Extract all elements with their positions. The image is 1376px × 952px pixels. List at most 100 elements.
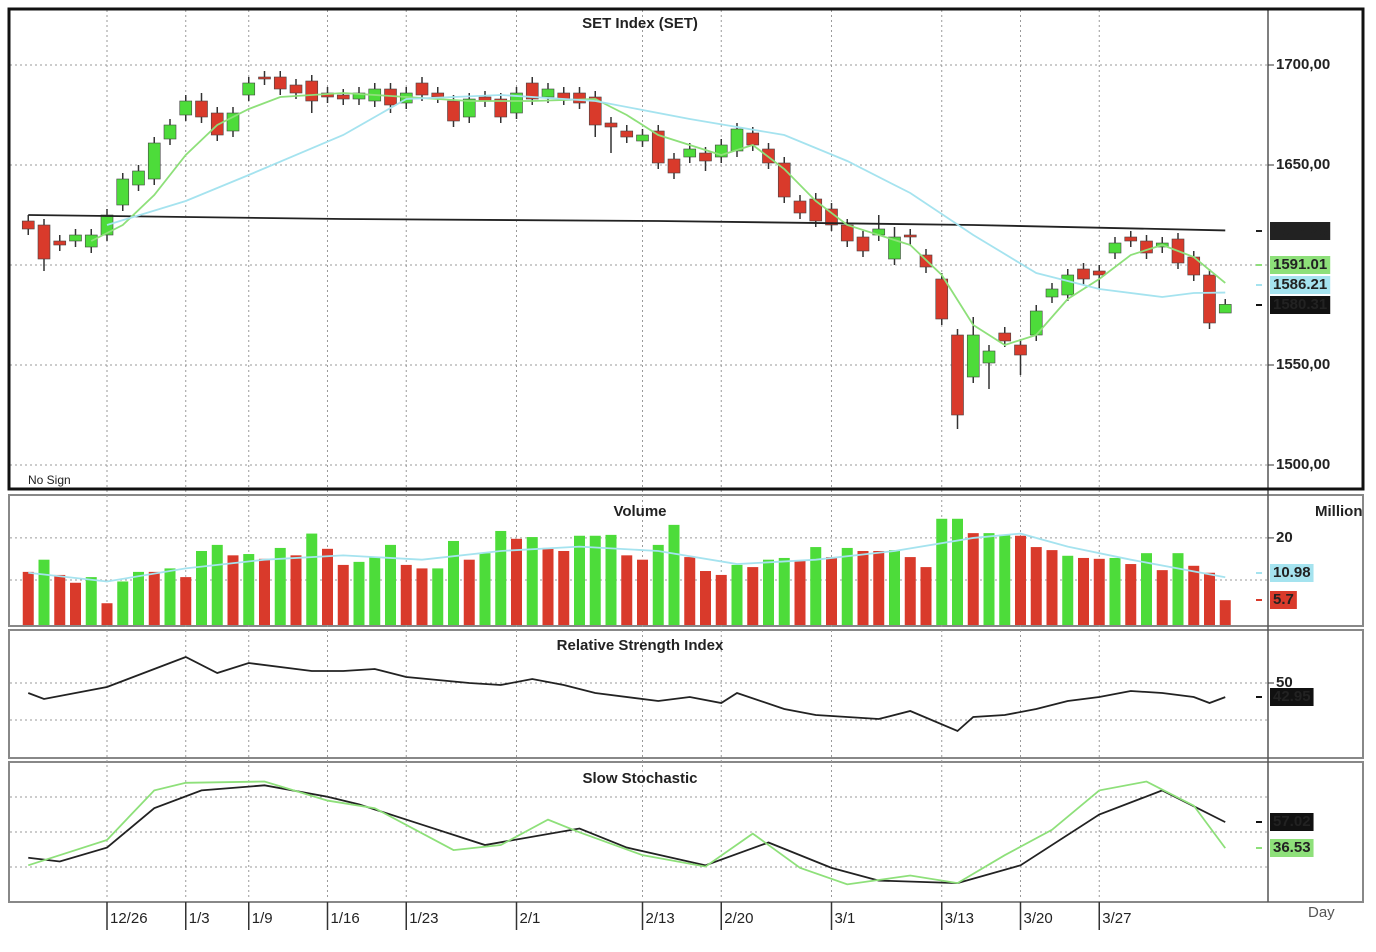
volume-bar	[85, 577, 97, 625]
value-badge: 10.98	[1273, 564, 1311, 581]
candle-body	[604, 122, 618, 128]
y-tick-label: 1550,00	[1276, 356, 1330, 373]
volume-bar	[1078, 557, 1089, 625]
candle-body	[1203, 274, 1216, 324]
candle-body	[336, 94, 350, 100]
candle-body	[431, 92, 445, 98]
candle-body	[305, 80, 319, 102]
volume-bar	[196, 550, 207, 625]
volume-bar	[22, 571, 34, 625]
candle-body	[37, 224, 51, 260]
candle-body	[53, 240, 67, 246]
candle-body	[888, 236, 901, 260]
candle-body	[415, 82, 429, 96]
candle-body	[226, 112, 240, 132]
volume-bar	[432, 568, 444, 625]
value-badge: 57.02	[1273, 813, 1311, 830]
volume-bar	[448, 540, 459, 625]
value-badge-bg	[1270, 564, 1314, 582]
x-tick-label: 3/1	[835, 910, 856, 927]
value-badge: 1586.21	[1273, 276, 1327, 293]
volume-bar	[841, 547, 853, 625]
volume-bar	[353, 561, 365, 625]
value-badge-bg	[1270, 591, 1297, 609]
candle-body	[809, 198, 823, 222]
volume-bar	[920, 567, 932, 625]
candle-body	[273, 76, 287, 90]
x-tick-label: 2/20	[724, 910, 753, 927]
candle-body	[116, 178, 130, 206]
volume-bar	[495, 530, 507, 625]
volume-bar	[936, 518, 948, 625]
volume-bar	[605, 534, 617, 625]
volume-bar	[542, 547, 554, 625]
candle-body	[69, 234, 82, 242]
value-badge-bg	[1270, 256, 1331, 274]
volume-bar	[857, 550, 869, 625]
panel-title: Slow Stochastic	[582, 770, 697, 787]
value-badge-bg	[1270, 688, 1314, 706]
indicator-line	[28, 784, 1226, 885]
volume-bar	[274, 547, 286, 625]
volume-bar	[731, 564, 743, 625]
volume-bar	[952, 518, 963, 625]
volume-bar	[101, 603, 113, 625]
volume-bar	[889, 550, 900, 625]
volume-bar	[558, 550, 570, 625]
panel-title: SET Index (SET)	[582, 15, 698, 32]
candle-body	[1092, 270, 1106, 276]
candle-body	[730, 128, 744, 152]
candle-body	[1061, 274, 1075, 296]
volume-bar	[1172, 553, 1184, 625]
indicator-line	[27, 780, 1226, 886]
y-tick-label: 50	[1276, 674, 1293, 691]
candle-body	[683, 148, 697, 158]
volume-bar	[54, 574, 66, 625]
candle-body	[620, 130, 634, 138]
volume-bar	[180, 577, 192, 625]
value-badge: 1591.01	[1273, 256, 1327, 273]
candle-body	[179, 100, 193, 116]
volume-bar	[290, 555, 302, 625]
candle-body	[147, 142, 161, 180]
candle-body	[494, 98, 508, 118]
candle-body	[195, 100, 208, 118]
value-badge-bg	[1270, 222, 1331, 240]
candle-body	[21, 220, 35, 230]
candle-body	[856, 236, 870, 252]
candle-body	[903, 234, 917, 238]
volume-bar	[967, 533, 979, 625]
volume-bar	[1156, 570, 1168, 625]
volume-bar	[904, 557, 916, 625]
volume-bar	[747, 567, 759, 625]
volume-bar	[1030, 547, 1042, 625]
candle-body	[667, 158, 681, 174]
candle-body	[588, 96, 602, 126]
candle-body	[541, 88, 555, 98]
candle-body	[510, 92, 523, 114]
volume-bar	[873, 550, 885, 625]
volume-bar	[778, 557, 790, 625]
volume-bar	[164, 568, 176, 625]
x-tick-label: 1/3	[189, 910, 210, 927]
volume-bar	[715, 574, 727, 625]
y-tick-label: 1500,00	[1276, 456, 1330, 473]
indicator-line	[106, 94, 1226, 298]
candle-body	[746, 132, 760, 146]
volume-bar	[463, 559, 475, 625]
value-badge: 1617.29	[1273, 222, 1327, 239]
volume-bar	[306, 533, 318, 625]
volume-bar	[1188, 565, 1200, 625]
volume-bar	[668, 524, 680, 625]
candle-body	[1045, 288, 1059, 298]
y-tick-label: 1650,00	[1276, 156, 1330, 173]
candle-body	[699, 152, 712, 162]
y-tick-label: 20	[1276, 529, 1293, 546]
volume-bar	[983, 533, 995, 625]
volume-bar	[999, 534, 1011, 625]
candle-body	[289, 84, 303, 94]
x-tick-label: 3/27	[1102, 910, 1131, 927]
panel-frame	[8, 494, 1364, 627]
candle-body	[951, 334, 964, 416]
value-badge: 5.7	[1273, 591, 1294, 608]
